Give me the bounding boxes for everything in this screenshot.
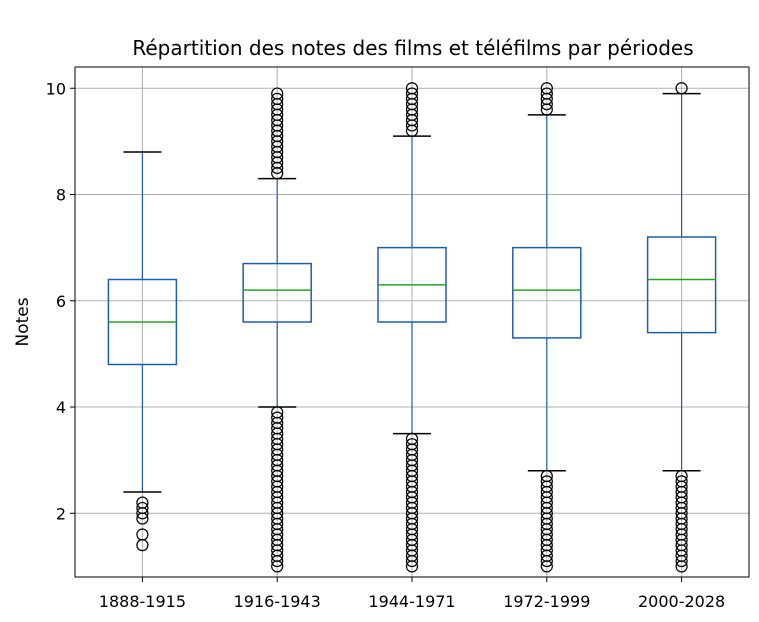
y-ticks: 2 4 6 8 10 — [46, 79, 75, 523]
x-tick-label: 1888-1915 — [99, 592, 186, 611]
box-group-2000-2028 — [646, 82, 717, 573]
box-group-1944-1971 — [377, 82, 447, 573]
outlier-point — [405, 432, 419, 445]
outlier-point — [271, 411, 284, 424]
box-iqr — [242, 262, 312, 323]
boxes-layer — [107, 82, 717, 573]
outlier-point — [675, 82, 688, 95]
x-tick-label: 1972-1999 — [503, 592, 590, 611]
outlier-point — [675, 475, 688, 488]
outlier-point — [136, 528, 149, 541]
outlier-point — [271, 92, 284, 105]
outlier-point — [540, 87, 553, 100]
x-ticks: 1888-1915 1916-1943 1944-1971 1972-1999 2000… — [99, 577, 725, 611]
outlier-point — [405, 82, 419, 95]
y-tick-label: 2 — [56, 504, 66, 523]
x-tick-label: 1916-1943 — [234, 592, 321, 611]
outlier-point — [540, 82, 553, 95]
y-tick-label: 6 — [56, 292, 66, 311]
x-tick-label: 2000-2028 — [638, 592, 725, 611]
box-group-1972-1999 — [512, 82, 582, 573]
outlier-point — [405, 87, 419, 100]
outlier-point — [405, 438, 419, 451]
outlier-point — [271, 87, 284, 100]
outlier-point — [271, 406, 284, 419]
y-tick-label: 10 — [46, 79, 66, 98]
outlier-point — [540, 469, 553, 483]
outlier-point — [136, 496, 149, 509]
chart-title: Répartition des notes des films et téléf… — [132, 36, 693, 60]
outlier-point — [675, 469, 688, 483]
outlier-point — [136, 501, 149, 515]
x-tick-label: 1944-1971 — [368, 592, 455, 611]
box-iqr — [512, 246, 582, 339]
box-iqr — [646, 236, 717, 334]
y-tick-label: 4 — [56, 398, 66, 417]
y-tick-label: 8 — [56, 186, 66, 205]
outlier-point — [540, 475, 553, 488]
y-axis-label: Notes — [13, 297, 33, 346]
box-group-1888-1915 — [107, 151, 178, 552]
box-group-1916-1943 — [242, 87, 312, 573]
plot-frame — [74, 66, 750, 578]
